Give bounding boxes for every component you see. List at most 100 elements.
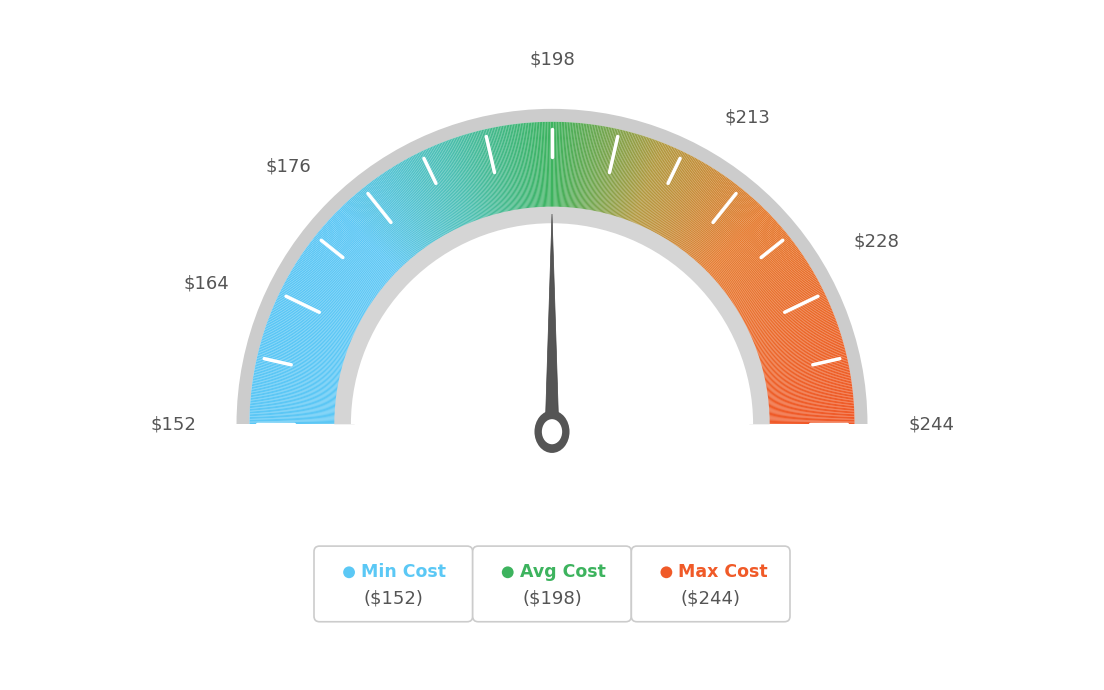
Wedge shape: [493, 127, 514, 225]
Polygon shape: [73, 424, 1031, 690]
Wedge shape: [258, 349, 355, 375]
Wedge shape: [296, 262, 381, 317]
Wedge shape: [411, 156, 458, 245]
Wedge shape: [364, 186, 427, 265]
Wedge shape: [522, 123, 533, 222]
Wedge shape: [664, 171, 720, 255]
Wedge shape: [250, 421, 349, 423]
FancyBboxPatch shape: [314, 546, 473, 622]
Wedge shape: [698, 214, 771, 284]
Wedge shape: [608, 134, 638, 230]
Wedge shape: [751, 364, 849, 385]
Wedge shape: [722, 259, 807, 315]
Wedge shape: [475, 131, 501, 228]
Wedge shape: [604, 132, 630, 228]
Wedge shape: [287, 277, 374, 326]
Wedge shape: [321, 228, 397, 293]
Text: ($152): ($152): [363, 589, 423, 607]
Wedge shape: [745, 333, 841, 364]
Wedge shape: [752, 373, 850, 391]
Wedge shape: [263, 335, 358, 366]
Wedge shape: [426, 148, 468, 240]
Wedge shape: [352, 197, 418, 272]
Wedge shape: [566, 123, 576, 222]
Wedge shape: [486, 129, 509, 226]
Wedge shape: [253, 377, 351, 393]
Wedge shape: [435, 145, 475, 237]
Wedge shape: [635, 148, 677, 239]
Wedge shape: [751, 363, 849, 384]
Wedge shape: [349, 199, 416, 274]
Wedge shape: [627, 143, 665, 236]
Wedge shape: [365, 185, 427, 265]
Wedge shape: [597, 130, 622, 227]
Wedge shape: [623, 141, 659, 235]
Wedge shape: [270, 313, 363, 351]
Wedge shape: [250, 420, 349, 422]
Wedge shape: [259, 344, 357, 372]
Wedge shape: [590, 127, 611, 225]
Wedge shape: [255, 368, 352, 387]
Wedge shape: [453, 138, 486, 233]
Wedge shape: [514, 124, 528, 223]
Text: $198: $198: [529, 50, 575, 68]
Wedge shape: [677, 185, 739, 265]
Wedge shape: [726, 270, 814, 322]
Wedge shape: [251, 401, 350, 409]
Wedge shape: [599, 130, 624, 227]
Wedge shape: [716, 248, 798, 307]
Wedge shape: [755, 416, 854, 420]
Wedge shape: [755, 413, 854, 418]
Wedge shape: [323, 224, 400, 291]
Wedge shape: [442, 142, 479, 235]
Wedge shape: [678, 187, 741, 266]
Wedge shape: [294, 265, 380, 318]
Wedge shape: [386, 170, 442, 255]
Wedge shape: [728, 273, 815, 324]
Wedge shape: [252, 385, 351, 399]
Wedge shape: [602, 131, 627, 228]
Wedge shape: [656, 164, 708, 250]
Wedge shape: [458, 136, 490, 231]
Wedge shape: [306, 246, 388, 306]
Wedge shape: [749, 346, 845, 373]
Wedge shape: [560, 122, 564, 221]
Wedge shape: [732, 286, 821, 332]
Wedge shape: [258, 352, 354, 377]
Wedge shape: [615, 137, 647, 232]
Wedge shape: [755, 420, 854, 422]
Wedge shape: [737, 303, 830, 344]
Wedge shape: [558, 122, 562, 221]
Wedge shape: [520, 124, 532, 222]
Wedge shape: [480, 130, 505, 227]
Wedge shape: [374, 179, 434, 260]
Wedge shape: [253, 379, 351, 395]
Wedge shape: [256, 360, 353, 382]
Wedge shape: [511, 124, 526, 224]
Wedge shape: [665, 172, 721, 256]
Wedge shape: [384, 171, 440, 255]
Wedge shape: [373, 179, 433, 261]
Wedge shape: [250, 416, 349, 420]
Wedge shape: [741, 315, 835, 352]
Wedge shape: [254, 369, 352, 388]
Wedge shape: [288, 275, 375, 325]
Wedge shape: [252, 388, 351, 401]
Wedge shape: [272, 310, 364, 348]
Wedge shape: [670, 179, 730, 260]
Wedge shape: [261, 342, 357, 370]
Wedge shape: [460, 136, 491, 231]
Wedge shape: [742, 317, 836, 353]
Wedge shape: [650, 159, 699, 247]
Wedge shape: [731, 283, 820, 331]
Wedge shape: [256, 362, 353, 383]
Wedge shape: [724, 265, 810, 318]
Wedge shape: [681, 191, 746, 268]
Wedge shape: [548, 121, 550, 221]
Wedge shape: [474, 132, 500, 228]
Wedge shape: [743, 324, 838, 357]
Wedge shape: [283, 286, 372, 332]
Wedge shape: [554, 121, 556, 221]
Wedge shape: [346, 201, 415, 276]
Wedge shape: [446, 140, 482, 234]
